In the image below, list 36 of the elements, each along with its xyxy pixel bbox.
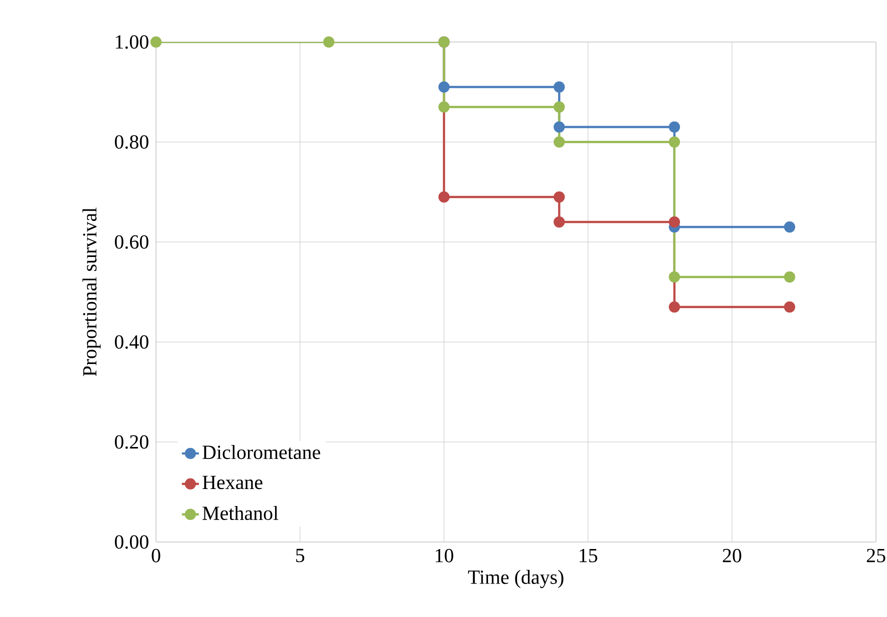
point [554, 101, 565, 113]
x-tick-label: 0 [152, 548, 160, 562]
point [668, 301, 680, 313]
x-axis-title: Time (days) [468, 570, 564, 588]
point [438, 101, 450, 113]
y-tick-label: 0.40 [114, 335, 148, 349]
x-tick-label: 25 [866, 548, 886, 562]
x-tick-label: 20 [722, 548, 742, 562]
y-tick-label: 0.60 [114, 235, 148, 249]
point [554, 191, 565, 203]
y-tick-label: 0.00 [114, 535, 148, 549]
point [784, 301, 796, 313]
point [668, 121, 680, 133]
x-tick-label: 10 [436, 548, 454, 562]
point [784, 221, 796, 233]
x-tick-label: 5 [296, 548, 304, 562]
legend-label: Diclorometane [202, 445, 320, 460]
y-tick-label: 0.20 [114, 435, 148, 449]
point [554, 121, 565, 133]
point [438, 191, 450, 203]
point [668, 216, 680, 228]
point [438, 81, 450, 93]
y-tick-label: 1.00 [116, 35, 148, 49]
point [668, 271, 680, 283]
point [668, 136, 680, 148]
point [323, 36, 334, 48]
x-tick-label: 15 [580, 548, 598, 562]
legend-label: Methanol [202, 506, 278, 520]
point [554, 81, 565, 93]
point [554, 216, 565, 228]
point [150, 36, 162, 48]
y-tick-label: 0.80 [114, 135, 148, 149]
y-axis-title: Proportional survival [82, 208, 101, 376]
point [554, 136, 565, 148]
legend-label: Hexane [202, 476, 262, 490]
point [784, 271, 796, 283]
